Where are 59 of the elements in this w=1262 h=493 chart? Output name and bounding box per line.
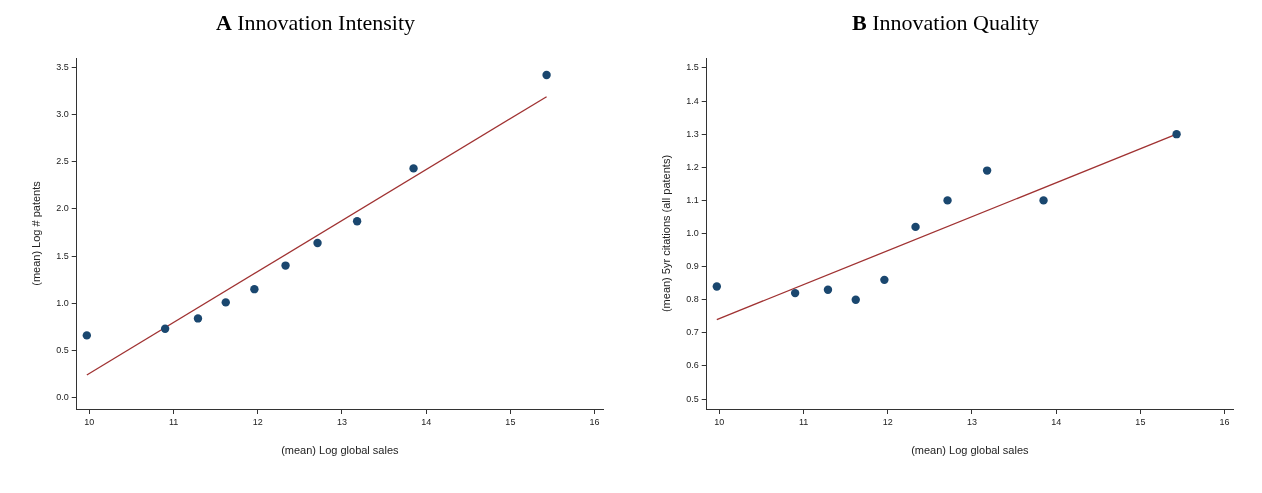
y-tick-label: 1.0 — [686, 227, 699, 238]
x-axis-title: (mean) Log global sales — [911, 444, 1030, 457]
y-tick-label: 0.0 — [56, 392, 69, 403]
chart-title: A Innovation Intensity — [215, 10, 416, 35]
x-tick-label: 11 — [168, 416, 179, 427]
y-tick-label: 0.7 — [686, 327, 699, 338]
chart-title: B Innovation Quality — [852, 10, 1039, 35]
point — [352, 217, 362, 226]
point — [542, 70, 551, 80]
y-tick-label: 0.9 — [686, 261, 699, 272]
x-tick-label: 10 — [84, 416, 95, 427]
x-tick-label: 14 — [1051, 416, 1062, 427]
point — [712, 282, 722, 291]
point — [790, 288, 800, 298]
y-tick-label: 1.4 — [686, 95, 699, 106]
point — [313, 238, 322, 248]
point — [160, 324, 170, 333]
y-tick-label: 3.0 — [56, 109, 69, 120]
y-axis-title: (mean) Log # patents — [29, 180, 42, 286]
y-tick-label: 1.1 — [686, 194, 699, 205]
x-tick-label: 16 — [589, 416, 600, 427]
y-tick-label: 0.5 — [56, 344, 69, 355]
y-tick-label: 0.8 — [686, 294, 699, 305]
point — [250, 284, 259, 294]
y-tick-label: 2.0 — [56, 203, 69, 214]
point — [823, 285, 833, 294]
y-tick-label: 1.5 — [56, 250, 69, 261]
x-axis-title: (mean) Log global sales — [281, 444, 400, 457]
point — [82, 331, 92, 340]
point — [193, 314, 203, 323]
x-tick-label: 14 — [421, 416, 432, 427]
point — [221, 298, 230, 307]
point — [982, 166, 992, 175]
y-tick-label: 1.5 — [686, 62, 699, 73]
x-tick-label: 13 — [966, 416, 977, 427]
y-tick-label: 0.6 — [686, 360, 699, 371]
x-tick-label: 12 — [882, 416, 893, 427]
x-tick-label: 10 — [714, 416, 725, 427]
y-tick-label: 1.0 — [56, 297, 69, 308]
point — [911, 222, 920, 232]
y-axis-title: (mean) 5yr citations (all patents) — [659, 154, 672, 313]
point — [1039, 196, 1048, 205]
x-tick-label: 16 — [1219, 416, 1230, 427]
point — [880, 275, 889, 285]
y-tick-label: 1.2 — [686, 161, 699, 172]
point — [1172, 129, 1181, 139]
y-tick-label: 2.5 — [56, 156, 69, 167]
x-tick-label: 15 — [505, 416, 516, 427]
x-tick-label: 15 — [1135, 416, 1146, 427]
y-tick-label: 0.5 — [686, 393, 699, 404]
x-tick-label: 13 — [336, 416, 347, 427]
point — [409, 164, 418, 173]
point — [943, 196, 952, 205]
point — [851, 295, 860, 304]
y-tick-label: 3.5 — [56, 61, 69, 72]
y-tick-label: 1.3 — [686, 128, 699, 139]
x-tick-label: 11 — [798, 416, 809, 427]
point — [281, 261, 290, 270]
x-tick-label: 12 — [252, 416, 263, 427]
